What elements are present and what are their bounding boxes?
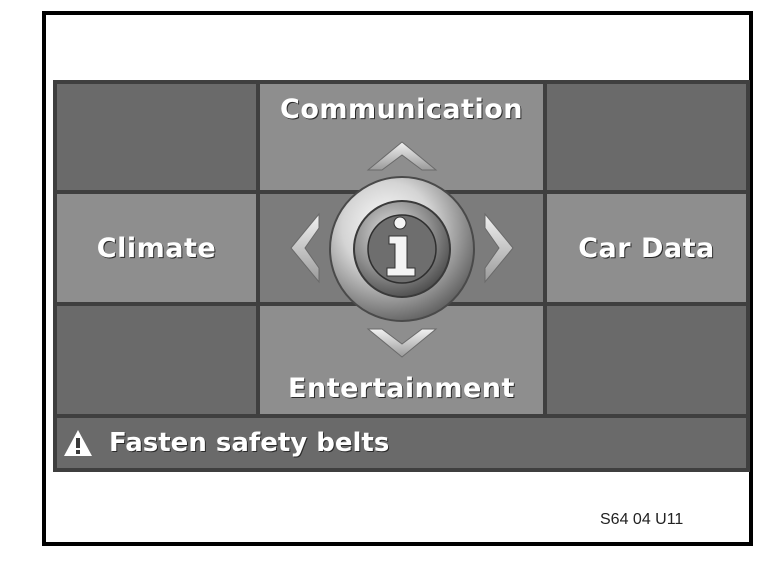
menu-item-car-data[interactable]: Car Data <box>547 194 746 302</box>
chevron-down-icon[interactable] <box>366 328 438 358</box>
menu-item-label: Climate <box>96 232 217 264</box>
menu-item-label: Entertainment <box>288 373 515 404</box>
menu-item-entertainment[interactable]: Entertainment <box>260 306 543 414</box>
status-message: Fasten safety belts <box>109 428 390 458</box>
tile-bottom-right <box>547 306 746 414</box>
menu-item-communication[interactable]: Communication <box>260 84 543 190</box>
figure-code: S64 04 U11 <box>600 511 684 528</box>
info-icon[interactable] <box>329 176 475 322</box>
chevron-left-icon[interactable] <box>290 212 320 284</box>
chevron-right-icon[interactable] <box>484 212 514 284</box>
menu-item-label: Car Data <box>578 232 715 264</box>
menu-item-climate[interactable]: Climate <box>57 194 256 302</box>
tile-top-left <box>57 84 256 190</box>
warning-icon <box>64 430 92 456</box>
tile-top-right <box>547 84 746 190</box>
controller-knob <box>290 141 514 358</box>
menu-item-label: Communication <box>280 94 523 125</box>
status-bar: Fasten safety belts <box>57 418 746 468</box>
tile-bottom-left <box>57 306 256 414</box>
display-screen: Communication Climate Car Data Entertain… <box>53 80 750 472</box>
chevron-up-icon[interactable] <box>366 141 438 171</box>
